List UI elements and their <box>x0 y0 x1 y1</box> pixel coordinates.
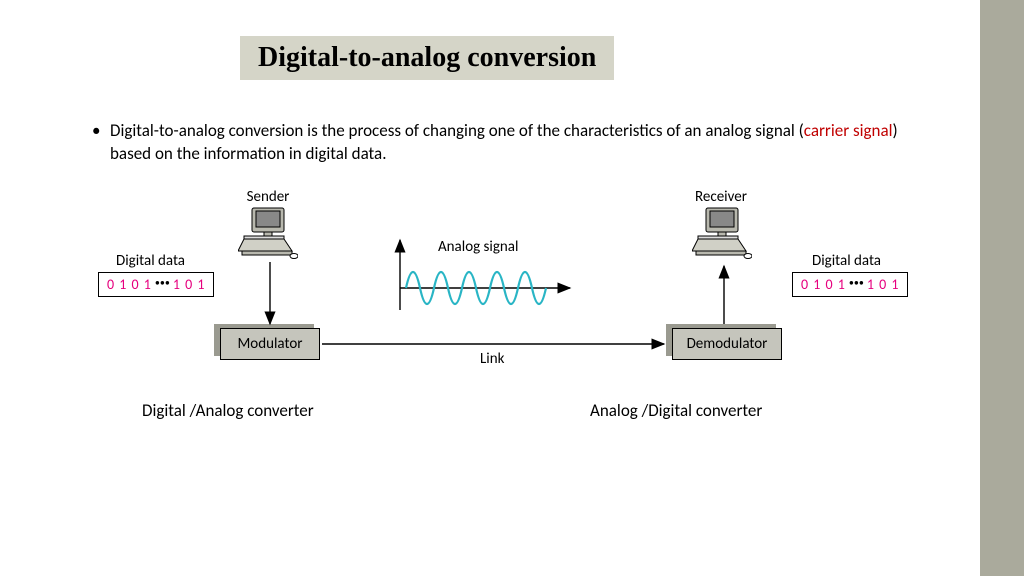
right-decor-band <box>980 0 1024 576</box>
bullet-pre: Digital-to-analog conversion is the proc… <box>110 120 804 141</box>
page-title: Digital-to-analog conversion <box>240 36 614 80</box>
bullet-red: carrier signal <box>804 120 893 141</box>
diagram-arrows <box>80 180 930 390</box>
conversion-diagram: Sender Receiver Digital data 0 1 0 1•••1… <box>80 180 930 440</box>
adc-label: Analog /Digital converter <box>590 400 762 421</box>
dac-label: Digital /Analog converter <box>142 400 314 421</box>
analog-signal-label: Analog signal <box>438 238 518 256</box>
link-label: Link <box>480 350 504 368</box>
bullet-text: Digital-to-analog conversion is the proc… <box>110 120 900 166</box>
